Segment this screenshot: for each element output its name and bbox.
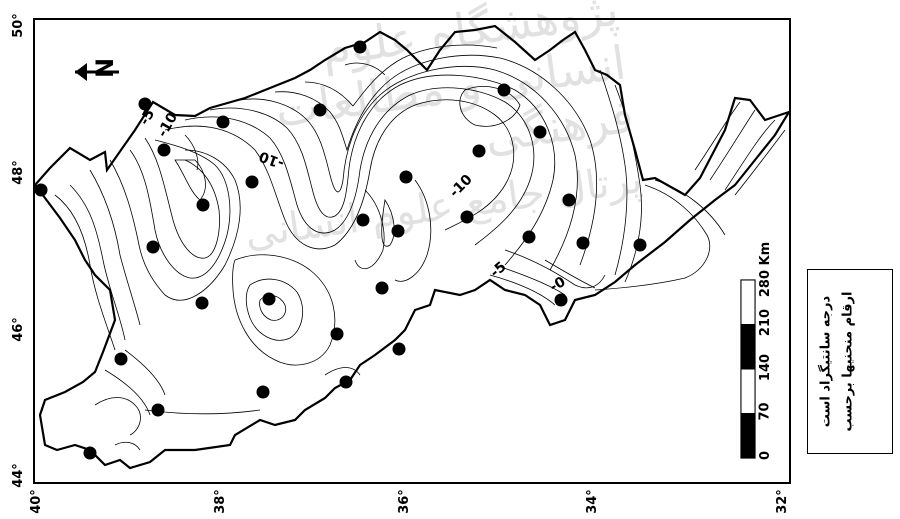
station-dot xyxy=(576,236,590,250)
station-dot xyxy=(262,292,276,306)
station-dot xyxy=(256,385,270,399)
station-dot xyxy=(330,327,344,341)
station-dot xyxy=(356,213,370,227)
station-dot xyxy=(399,170,413,184)
station-dot xyxy=(151,403,165,417)
station-dot xyxy=(245,175,259,189)
scale-seg-2 xyxy=(740,324,756,370)
scale-seg-3 xyxy=(740,368,756,414)
station-dot xyxy=(554,293,568,307)
contour-label-4: -10 xyxy=(447,171,476,200)
scale-label-210: 210 xyxy=(758,308,774,337)
station-dot xyxy=(138,97,152,111)
station-dot xyxy=(157,143,171,157)
station-dot xyxy=(114,352,128,366)
station-dot xyxy=(35,183,48,197)
contour-label-6: -0 xyxy=(547,274,569,296)
station-dot xyxy=(353,40,367,54)
scale-bar xyxy=(740,279,756,459)
scale-label-0: 0 xyxy=(758,450,774,461)
legend-box: ارقام منحنيها برحسب درجه سانتیگراد است xyxy=(807,269,893,454)
north-arrow: N xyxy=(75,58,119,81)
station-dot xyxy=(339,375,353,389)
station-dot xyxy=(522,230,536,244)
contour-label-3: -10 xyxy=(257,148,286,172)
north-label: N xyxy=(91,58,119,78)
station-dot xyxy=(562,193,576,207)
station-dot xyxy=(196,198,210,212)
scale-label-140: 140 xyxy=(758,353,774,382)
station-dot xyxy=(313,103,327,117)
contour-label-5: -5 xyxy=(487,259,509,281)
scale-label-280: 280 Km xyxy=(758,241,774,298)
station-dot xyxy=(460,210,474,224)
map-canvas: -5 -10 -10 -10 -5 -0 N xyxy=(35,24,789,470)
map-frame: -5 -10 -10 -10 -5 -0 N xyxy=(33,18,791,484)
scale-label-70: 70 xyxy=(757,402,773,421)
x-tick-4: 34° xyxy=(584,489,600,514)
station-dot xyxy=(633,238,647,252)
station-dot xyxy=(497,83,511,97)
contour-label-1: -5 xyxy=(137,107,159,128)
station-dot xyxy=(83,446,97,460)
station-dot xyxy=(533,125,547,139)
station-dot xyxy=(472,144,486,158)
stations xyxy=(35,40,647,460)
x-tick-5: 32° xyxy=(774,489,790,514)
x-tick-3: 36° xyxy=(396,489,412,514)
x-tick-1: 40° xyxy=(28,489,44,514)
station-dot xyxy=(375,281,389,295)
legend-line-1: ارقام منحنيها برحسب xyxy=(840,291,856,432)
station-dot xyxy=(195,296,209,310)
station-dot xyxy=(216,115,230,129)
y-tick-3: 46° xyxy=(10,317,26,342)
scale-seg-4 xyxy=(740,413,756,459)
isotherm-lines xyxy=(54,44,786,451)
scale-seg-1 xyxy=(740,279,756,325)
station-dot xyxy=(392,342,406,356)
y-tick-2: 48° xyxy=(10,160,26,185)
station-dot xyxy=(146,240,160,254)
station-dot xyxy=(391,224,405,238)
legend-line-2: درجه سانتیگراد است xyxy=(818,295,834,428)
y-tick-1: 50° xyxy=(10,13,26,38)
x-tick-2: 38° xyxy=(212,489,228,514)
y-tick-4: 44° xyxy=(10,463,26,488)
